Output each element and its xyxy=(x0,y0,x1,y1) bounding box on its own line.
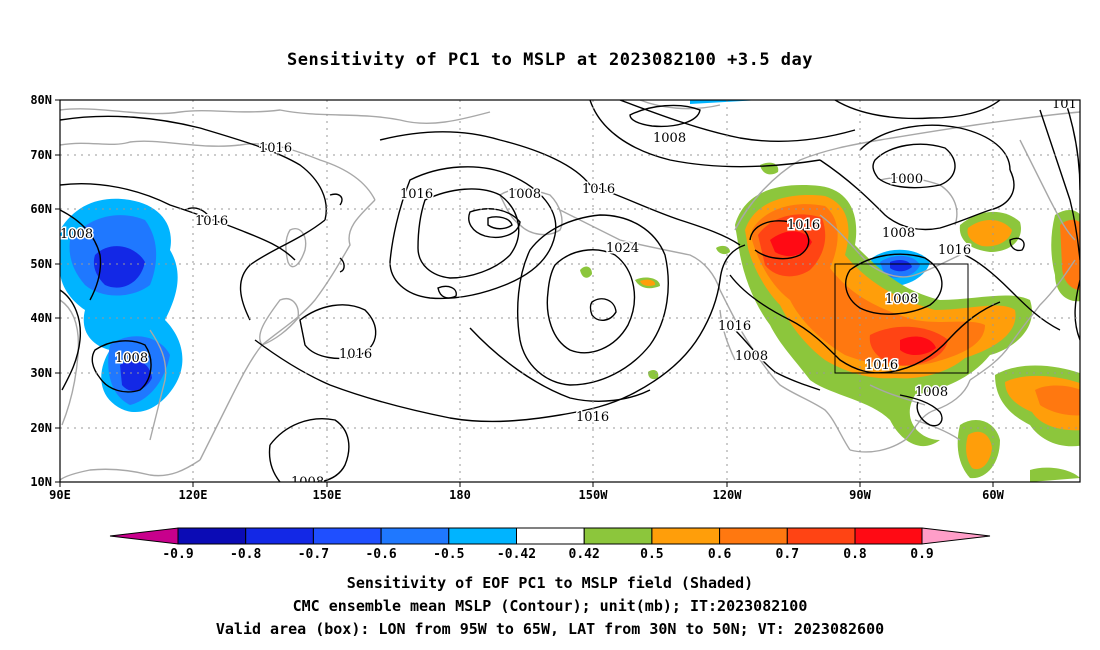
lon-label: 90W xyxy=(849,488,871,502)
colorbar-swatch xyxy=(448,527,517,545)
contour-label: 1016 xyxy=(865,358,898,373)
colorbar-over-triangle xyxy=(921,527,991,545)
longitude-labels: 90E 120E 150E 180 150W 120W 90W 60W xyxy=(49,488,1004,502)
graticule xyxy=(60,100,1080,482)
latitude-labels: 80N 70N 60N 50N 40N 30N 20N 10N xyxy=(30,93,52,489)
colorbar-swatch xyxy=(583,527,653,545)
lon-label: 120W xyxy=(713,488,743,502)
lon-label: 90E xyxy=(49,488,71,502)
negative-sensitivity-shading xyxy=(60,100,930,413)
lat-label: 70N xyxy=(30,148,52,162)
contour-label: 1016 xyxy=(195,214,228,229)
colorbar-swatch xyxy=(651,527,721,545)
contour-label: 1008 xyxy=(882,226,915,241)
colorbar-label: 0.5 xyxy=(640,547,663,562)
colorbar-label: 0.8 xyxy=(843,547,867,562)
axis-ticks xyxy=(55,99,994,487)
contour-label: 1008 xyxy=(60,227,93,242)
contour-label: 1008 xyxy=(508,187,541,202)
contour-label: 101 xyxy=(1052,97,1077,112)
colorbar-label: 0.42 xyxy=(569,547,600,562)
lon-label: 180 xyxy=(449,488,471,502)
colorbar-label: 0.7 xyxy=(776,547,799,562)
colorbar-label: -0.9 xyxy=(162,547,193,562)
contour-label: 1000 xyxy=(890,172,923,187)
colorbar-swatch xyxy=(312,527,382,545)
contour-label: 1016 xyxy=(400,187,433,202)
lat-label: 60N xyxy=(30,202,52,216)
colorbar-swatch xyxy=(786,527,856,545)
contour-label: 1016 xyxy=(259,141,292,156)
colorbar-label: 0.9 xyxy=(910,547,933,562)
contour-label: 1016 xyxy=(582,182,615,197)
colorbar-label: -0.8 xyxy=(230,547,261,562)
contour-label: 1016 xyxy=(938,243,971,258)
caption-contour: CMC ensemble mean MSLP (Contour); unit(m… xyxy=(292,597,808,615)
colorbar-swatch xyxy=(516,527,585,545)
map-title: Sensitivity of PC1 to MSLP at 2023082100… xyxy=(286,50,813,70)
lat-label: 10N xyxy=(30,475,52,489)
colorbar-label: 0.6 xyxy=(708,547,732,562)
colorbar-label: -0.6 xyxy=(365,547,396,562)
mslp-contours xyxy=(60,100,1080,482)
lon-label: 120E xyxy=(179,488,208,502)
lat-label: 30N xyxy=(30,366,52,380)
colorbar-swatch xyxy=(177,527,247,545)
lat-label: 80N xyxy=(30,93,52,107)
colorbar-swatch xyxy=(245,527,314,545)
contour-label: 1016 xyxy=(787,218,820,233)
contour-labels: 1008 1016 1016 1016 1008 1016 1008 1016 … xyxy=(60,97,1078,490)
contour-label: 1016 xyxy=(718,319,751,334)
contour-label: 1016 xyxy=(865,358,898,373)
contour-label: 1008 xyxy=(735,349,768,364)
lat-label: 50N xyxy=(30,257,52,271)
colorbar-swatch xyxy=(380,527,450,545)
colorbar: -0.9 -0.8 -0.7 -0.6 -0.5 -0.42 0.42 0.5 … xyxy=(109,527,991,562)
caption-shaded: Sensitivity of EOF PC1 to MSLP field (Sh… xyxy=(346,574,754,592)
lon-label: 150E xyxy=(313,488,342,502)
caption-valid-area: Valid area (box): LON from 95W to 65W, L… xyxy=(215,620,885,638)
plot-frame xyxy=(59,99,1081,483)
colorbar-label: -0.5 xyxy=(433,547,464,562)
contour-label: 1024 xyxy=(606,241,639,256)
contour-label: 1008 xyxy=(115,351,148,366)
colorbar-under-triangle xyxy=(109,527,179,545)
colorbar-swatch xyxy=(719,527,788,545)
contour-label: 1008 xyxy=(915,385,948,400)
contour-label: 1008 xyxy=(653,131,686,146)
colorbar-swatch xyxy=(854,527,923,545)
lon-label: 150W xyxy=(579,488,609,502)
contour-label: 1016 xyxy=(339,347,372,362)
contour-label: 1008 xyxy=(885,292,918,307)
colorbar-label: -0.7 xyxy=(298,547,329,562)
lon-label: 60W xyxy=(982,488,1004,502)
positive-sensitivity-shading xyxy=(580,162,1080,482)
lat-label: 20N xyxy=(30,421,52,435)
contour-label: 1008 xyxy=(291,475,324,490)
colorbar-label: -0.42 xyxy=(497,547,536,562)
lat-label: 40N xyxy=(30,311,52,325)
contour-label: 1016 xyxy=(576,410,609,425)
valid-area-box xyxy=(834,263,969,374)
